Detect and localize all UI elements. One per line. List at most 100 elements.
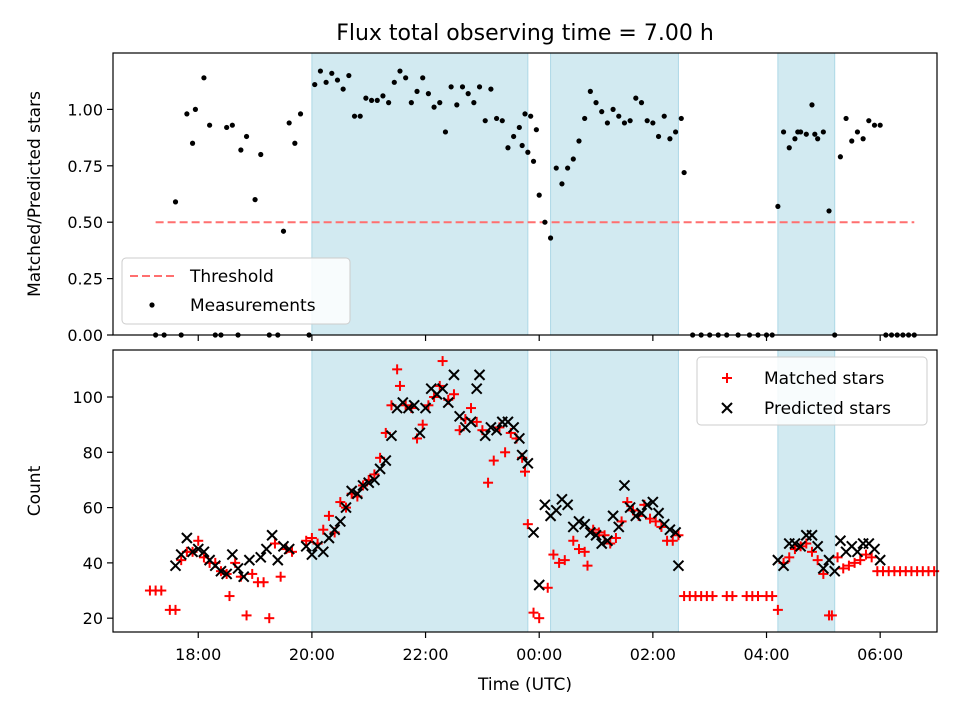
predicted-cross-b — [550, 504, 562, 517]
predicted-star-point — [328, 523, 341, 536]
predicted-cross-b — [311, 540, 324, 553]
matched-star-point — [335, 497, 346, 508]
predicted-cross-b — [516, 449, 528, 461]
matched-star-point — [818, 568, 829, 579]
predicted-star-point — [351, 488, 364, 500]
matched-star-point — [548, 549, 559, 560]
predicted-star-point — [226, 548, 239, 561]
matched-star-point — [843, 560, 854, 571]
measurement-point — [860, 136, 866, 142]
predicted-cross-b — [357, 479, 369, 492]
measurement-point — [437, 100, 443, 106]
predicted-star-point — [402, 402, 415, 414]
y-tick-label: 20 — [83, 609, 103, 628]
legend-predicted-b — [721, 402, 733, 414]
predicted-star-point — [513, 432, 526, 445]
measurement-point — [599, 109, 605, 115]
predicted-cross-b — [334, 515, 347, 528]
measurement-point — [775, 203, 781, 210]
matched-star-point — [392, 364, 403, 375]
measurement-point — [505, 145, 511, 151]
legend-threshold-label: Threshold — [189, 267, 274, 287]
legend-matched-label: Matched stars — [764, 369, 884, 389]
measurement-point — [280, 228, 287, 234]
predicted-star-point — [596, 537, 608, 550]
y-tick-label: 100 — [72, 388, 103, 407]
predicted-cross-b — [817, 562, 830, 575]
measurement-point — [346, 72, 352, 79]
matched-star-point — [241, 610, 252, 621]
measurement-point — [184, 111, 190, 117]
predicted-star-point — [664, 523, 676, 536]
predicted-star-point — [561, 499, 574, 511]
predicted-star-point — [550, 504, 562, 517]
predicted-cross-b — [823, 554, 835, 566]
predicted-star-point — [789, 537, 801, 550]
measurement-point — [363, 95, 369, 101]
predicted-star-point — [834, 535, 847, 547]
predicted-star-point — [470, 382, 483, 395]
predicted-cross-b — [607, 510, 619, 522]
measurement-point — [536, 192, 542, 198]
predicted-cross-b — [490, 424, 503, 436]
measurement-point — [414, 88, 420, 94]
predicted-cross-b — [385, 429, 398, 442]
predicted-star-point — [283, 543, 295, 555]
y-axis-label: Matched/Predicted stars — [25, 91, 45, 297]
predicted-star-point — [874, 554, 886, 566]
predicted-star-point — [340, 501, 352, 514]
measurement-point — [565, 165, 571, 171]
matched-star-point — [707, 591, 718, 602]
predicted-cross-b — [868, 543, 881, 555]
matched-star-point — [645, 513, 656, 524]
predicted-cross-b — [672, 559, 685, 572]
shaded-span — [311, 349, 529, 633]
predicted-star-point — [635, 507, 648, 519]
predicted-cross-b — [851, 546, 864, 558]
matched-star-point — [929, 566, 940, 577]
matched-star-point — [193, 535, 204, 546]
x-tick-label: 20:00 — [289, 645, 335, 664]
predicted-cross-b — [635, 507, 648, 519]
matched-star-point — [176, 555, 187, 566]
matched-star-point — [520, 466, 530, 477]
measurement-point — [530, 158, 537, 164]
predicted-cross-b — [442, 396, 454, 409]
predicted-cross-b — [215, 565, 227, 577]
predicted-star-point — [479, 429, 491, 442]
measurement-point — [207, 122, 213, 128]
measurement-point — [252, 197, 258, 203]
measurement-point — [587, 88, 593, 94]
legend-measurement-swatch — [149, 302, 155, 308]
axes-frame — [112, 349, 938, 633]
measurement-point — [286, 120, 292, 126]
predicted-cross-b — [513, 432, 526, 445]
predicted-cross-b — [669, 526, 682, 539]
matched-star-point — [528, 607, 539, 618]
measurement-point — [380, 93, 386, 99]
y-tick-label: 40 — [83, 554, 103, 573]
predicted-star-point — [669, 526, 682, 539]
measurement-point — [374, 97, 380, 103]
measurement-point — [243, 133, 250, 140]
shaded-span — [550, 52, 679, 336]
predicted-cross-b — [408, 399, 420, 412]
measurement-point — [547, 235, 554, 241]
measurement-point — [559, 181, 565, 187]
matched-star-point — [306, 533, 317, 543]
predicted-star-point — [453, 410, 466, 423]
predicted-cross-b — [561, 499, 574, 511]
predicted-star-point — [448, 369, 460, 381]
measurement-point — [442, 129, 449, 135]
predicted-star-point — [630, 510, 642, 522]
predicted-star-point — [823, 554, 835, 566]
predicted-cross-b — [192, 543, 204, 555]
predicted-star-point — [237, 570, 250, 583]
matched-star-point — [488, 455, 499, 466]
predicted-cross-b — [255, 551, 267, 564]
matched-star-point — [582, 560, 593, 571]
predicted-star-point — [220, 568, 233, 580]
measurement-point — [224, 124, 230, 131]
predicted-star-point — [255, 551, 267, 564]
predicted-star-point — [829, 565, 841, 577]
